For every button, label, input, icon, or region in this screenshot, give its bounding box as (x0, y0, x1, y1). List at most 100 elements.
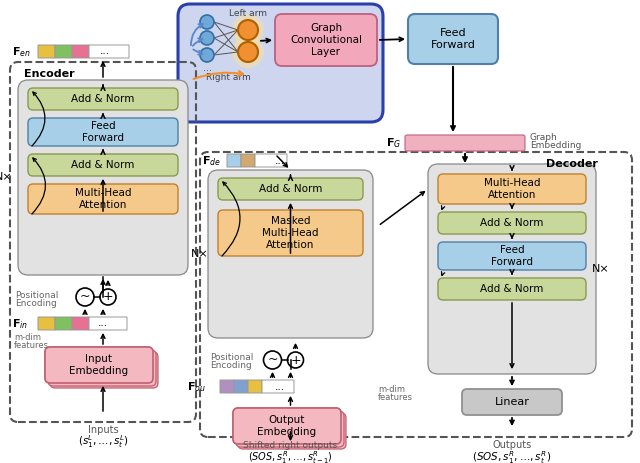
Text: ...: ... (100, 46, 110, 56)
Text: $\mathbf{F}_{ou}$: $\mathbf{F}_{ou}$ (187, 380, 206, 394)
Text: Feed
Forward: Feed Forward (82, 121, 124, 143)
Text: Inputs: Inputs (88, 425, 118, 435)
FancyBboxPatch shape (38, 45, 55, 58)
Text: Multi-Head
Attention: Multi-Head Attention (75, 188, 131, 210)
Text: $\mathbf{F}_{en}$: $\mathbf{F}_{en}$ (12, 45, 31, 59)
Circle shape (232, 14, 264, 46)
Text: Feed
Forward: Feed Forward (431, 28, 476, 50)
Text: ...: ... (98, 319, 108, 329)
FancyBboxPatch shape (233, 408, 341, 444)
Text: Multi-Head
Attention: Multi-Head Attention (484, 178, 540, 200)
Circle shape (200, 31, 214, 45)
Text: $(SOS,s_1^R,\ldots,s_t^R)$: $(SOS,s_1^R,\ldots,s_t^R)$ (472, 450, 552, 463)
Text: $(s_1^L,\ldots,s_t^L)$: $(s_1^L,\ldots,s_t^L)$ (77, 434, 129, 450)
FancyBboxPatch shape (438, 242, 586, 270)
FancyBboxPatch shape (405, 135, 525, 151)
Text: Add & Norm: Add & Norm (480, 218, 544, 228)
FancyBboxPatch shape (89, 45, 129, 58)
Text: N×: N× (191, 249, 209, 259)
Text: Encoding: Encoding (15, 299, 57, 307)
Text: $\mathbf{F}_{G}$: $\mathbf{F}_{G}$ (386, 136, 401, 150)
FancyBboxPatch shape (72, 317, 89, 330)
Text: Add & Norm: Add & Norm (480, 284, 544, 294)
FancyBboxPatch shape (48, 350, 156, 386)
Text: Masked
Multi-Head
Attention: Masked Multi-Head Attention (262, 216, 319, 250)
Text: Shifted right outputs: Shifted right outputs (243, 440, 337, 450)
Text: +: + (290, 353, 301, 367)
FancyBboxPatch shape (241, 154, 255, 167)
FancyBboxPatch shape (227, 154, 241, 167)
FancyBboxPatch shape (408, 14, 498, 64)
Text: Right arm: Right arm (205, 74, 250, 82)
FancyBboxPatch shape (208, 170, 373, 338)
FancyBboxPatch shape (248, 380, 262, 393)
FancyBboxPatch shape (72, 45, 89, 58)
Text: Encoding: Encoding (210, 362, 252, 370)
FancyBboxPatch shape (89, 317, 127, 330)
Circle shape (200, 15, 214, 29)
FancyBboxPatch shape (28, 184, 178, 214)
FancyBboxPatch shape (218, 210, 363, 256)
FancyBboxPatch shape (28, 154, 178, 176)
FancyBboxPatch shape (233, 408, 341, 444)
Text: ...: ... (275, 156, 285, 165)
Text: Add & Norm: Add & Norm (259, 184, 322, 194)
Circle shape (232, 36, 264, 68)
Text: N×: N× (592, 264, 610, 274)
Text: ...: ... (202, 63, 211, 73)
Text: Linear: Linear (495, 397, 529, 407)
Text: ...: ... (275, 382, 285, 392)
Text: N×: N× (0, 173, 13, 182)
Circle shape (200, 48, 214, 62)
Circle shape (238, 42, 258, 62)
FancyBboxPatch shape (255, 154, 287, 167)
Text: Outputs: Outputs (492, 440, 532, 450)
FancyBboxPatch shape (38, 317, 55, 330)
FancyBboxPatch shape (18, 80, 188, 275)
Text: ~: ~ (268, 352, 278, 365)
FancyBboxPatch shape (28, 88, 178, 110)
FancyBboxPatch shape (55, 317, 72, 330)
FancyBboxPatch shape (28, 118, 178, 146)
Text: $(SOS,s_1^R,\ldots,s_{t-1}^R)$: $(SOS,s_1^R,\ldots,s_{t-1}^R)$ (248, 450, 333, 463)
Text: m-dim: m-dim (378, 386, 405, 394)
Text: Output
Embedding: Output Embedding (257, 415, 317, 437)
FancyBboxPatch shape (178, 4, 383, 122)
FancyBboxPatch shape (234, 380, 248, 393)
FancyBboxPatch shape (238, 413, 346, 449)
Text: ~: ~ (80, 289, 90, 302)
Text: Embedding: Embedding (530, 142, 581, 150)
Text: m-dim: m-dim (14, 332, 41, 342)
FancyBboxPatch shape (462, 389, 562, 415)
Text: Add & Norm: Add & Norm (71, 94, 134, 104)
FancyBboxPatch shape (218, 178, 363, 200)
Text: Feed
Forward: Feed Forward (491, 245, 533, 267)
Text: Encoder: Encoder (24, 69, 75, 79)
FancyBboxPatch shape (50, 352, 158, 388)
FancyBboxPatch shape (45, 347, 153, 383)
Text: Left arm: Left arm (229, 8, 267, 18)
Text: $\mathbf{F}_{in}$: $\mathbf{F}_{in}$ (12, 317, 28, 331)
Text: Graph
Convolutional
Layer: Graph Convolutional Layer (290, 24, 362, 56)
Text: Positional: Positional (15, 290, 58, 300)
Text: Graph: Graph (530, 133, 557, 143)
Text: Decoder: Decoder (546, 159, 598, 169)
FancyBboxPatch shape (438, 212, 586, 234)
Circle shape (238, 20, 258, 40)
FancyBboxPatch shape (55, 45, 72, 58)
FancyBboxPatch shape (45, 347, 153, 383)
Text: +: + (102, 290, 113, 304)
Text: Positional: Positional (210, 353, 253, 363)
FancyBboxPatch shape (428, 164, 596, 374)
FancyBboxPatch shape (438, 278, 586, 300)
FancyBboxPatch shape (262, 380, 294, 393)
Text: Input
Embedding: Input Embedding (69, 354, 129, 376)
Text: features: features (378, 394, 413, 402)
Text: Add & Norm: Add & Norm (71, 160, 134, 170)
FancyBboxPatch shape (438, 174, 586, 204)
FancyBboxPatch shape (236, 411, 344, 447)
Text: $\mathbf{F}_{de}$: $\mathbf{F}_{de}$ (202, 154, 221, 168)
FancyBboxPatch shape (220, 380, 234, 393)
Text: features: features (14, 340, 49, 350)
FancyBboxPatch shape (275, 14, 377, 66)
